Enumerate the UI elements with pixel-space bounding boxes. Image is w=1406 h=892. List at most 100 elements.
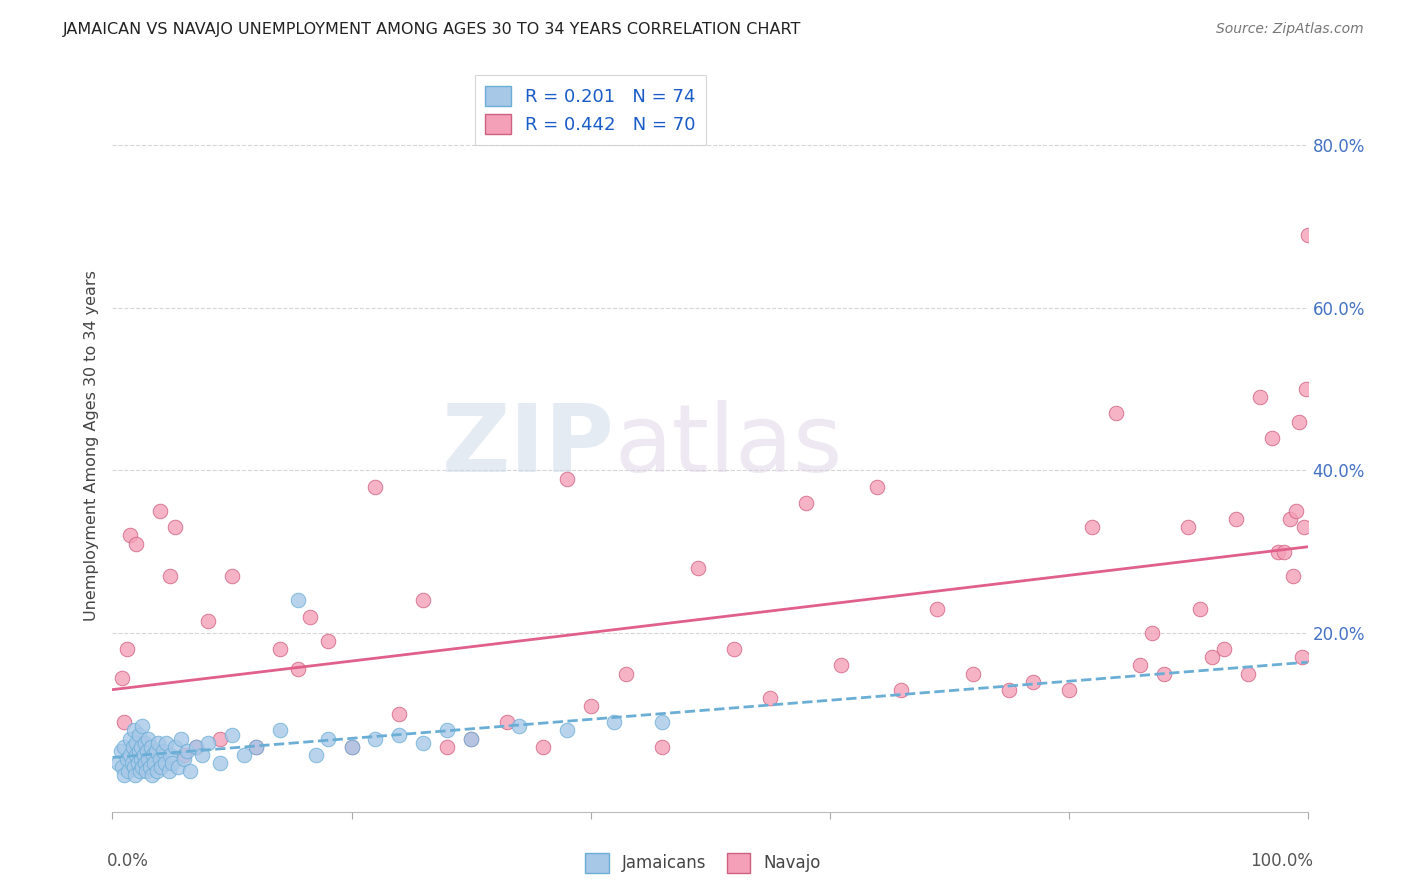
Point — [1278, 512, 1301, 526]
Point — [1267, 544, 1289, 558]
Point — [1225, 512, 1247, 526]
Point — [460, 731, 482, 746]
Point — [162, 756, 183, 770]
Point — [221, 569, 243, 583]
Point — [134, 736, 156, 750]
Point — [531, 739, 554, 754]
Point — [412, 593, 434, 607]
Point — [269, 642, 291, 657]
Point — [1129, 658, 1152, 673]
Point — [340, 739, 363, 754]
Point — [145, 764, 167, 778]
Point — [120, 528, 142, 542]
Point — [1272, 544, 1295, 558]
Point — [1261, 431, 1284, 445]
Point — [388, 707, 411, 722]
Text: atlas: atlas — [614, 400, 842, 492]
Point — [866, 480, 889, 494]
Point — [111, 760, 134, 774]
Point — [120, 731, 142, 746]
Point — [146, 736, 169, 750]
Point — [129, 739, 152, 754]
Point — [153, 756, 176, 770]
Legend: Jamaicans, Navajo: Jamaicans, Navajo — [579, 847, 827, 880]
Point — [121, 756, 143, 770]
Point — [555, 723, 578, 738]
Y-axis label: Unemployment Among Ages 30 to 34 years: Unemployment Among Ages 30 to 34 years — [83, 270, 98, 622]
Point — [173, 752, 195, 766]
Point — [149, 504, 172, 518]
Point — [122, 747, 145, 762]
Point — [1288, 415, 1310, 429]
Point — [142, 747, 165, 762]
Point — [128, 727, 150, 741]
Text: 100.0%: 100.0% — [1250, 852, 1313, 870]
Point — [305, 747, 328, 762]
Point — [125, 747, 148, 762]
Point — [998, 682, 1021, 697]
Point — [163, 520, 186, 534]
Point — [927, 601, 949, 615]
Point — [132, 747, 155, 762]
Point — [121, 739, 143, 754]
Point — [197, 736, 219, 750]
Point — [340, 739, 363, 754]
Point — [143, 756, 166, 770]
Text: ZIP: ZIP — [441, 400, 614, 492]
Point — [298, 609, 321, 624]
Point — [163, 739, 186, 754]
Point — [131, 736, 153, 750]
Point — [1105, 407, 1128, 421]
Point — [122, 760, 145, 774]
Point — [651, 739, 673, 754]
Point — [616, 666, 638, 681]
Point — [388, 727, 411, 741]
Point — [141, 747, 163, 762]
Point — [555, 471, 578, 485]
Text: Source: ZipAtlas.com: Source: ZipAtlas.com — [1216, 22, 1364, 37]
Point — [1282, 569, 1305, 583]
Point — [138, 752, 160, 766]
Point — [1142, 626, 1164, 640]
Point — [508, 719, 530, 733]
Point — [124, 768, 146, 782]
Point — [138, 760, 160, 774]
Point — [150, 760, 173, 774]
Point — [1292, 520, 1315, 534]
Point — [155, 736, 177, 750]
Point — [110, 744, 132, 758]
Point — [316, 731, 339, 746]
Point — [364, 731, 387, 746]
Point — [141, 768, 163, 782]
Point — [1189, 601, 1212, 615]
Point — [128, 744, 150, 758]
Point — [1022, 674, 1045, 689]
Point — [139, 739, 162, 754]
Point — [114, 739, 135, 754]
Point — [890, 682, 912, 697]
Point — [1237, 666, 1260, 681]
Point — [114, 768, 135, 782]
Point — [287, 593, 309, 607]
Point — [120, 747, 142, 762]
Point — [1213, 642, 1236, 657]
Point — [1291, 650, 1313, 665]
Point — [111, 671, 134, 685]
Point — [1081, 520, 1104, 534]
Point — [460, 731, 482, 746]
Point — [688, 561, 710, 575]
Point — [127, 756, 149, 770]
Point — [152, 744, 174, 758]
Point — [145, 744, 167, 758]
Point — [167, 760, 190, 774]
Point — [173, 747, 195, 762]
Point — [129, 752, 152, 766]
Point — [412, 736, 434, 750]
Legend: R = 0.201   N = 74, R = 0.442   N = 70: R = 0.201 N = 74, R = 0.442 N = 70 — [475, 75, 706, 145]
Point — [176, 744, 198, 758]
Point — [269, 723, 291, 738]
Point — [186, 739, 208, 754]
Point — [436, 739, 458, 754]
Point — [169, 731, 191, 746]
Point — [794, 496, 817, 510]
